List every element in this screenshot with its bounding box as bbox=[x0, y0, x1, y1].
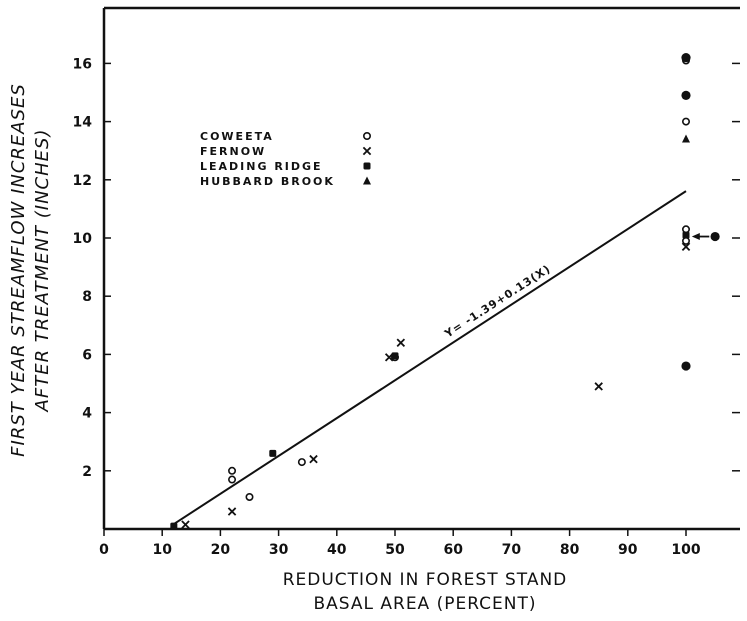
legend-label-3: HUBBARD BROOK bbox=[200, 175, 335, 188]
data-point-s1-p0-stroke-b bbox=[181, 520, 190, 529]
x-tick-label: 70 bbox=[502, 542, 522, 558]
data-point-s0-p7 bbox=[681, 225, 690, 234]
data-point-s1-p5 bbox=[594, 382, 603, 391]
y-axis-title-line1: FIRST YEAR STREAMFLOW INCREASES bbox=[8, 83, 29, 457]
x-tick-label: 20 bbox=[211, 542, 231, 558]
data-point-s0-p0 bbox=[228, 466, 237, 475]
x-tick-label: 90 bbox=[618, 542, 638, 558]
x-tick-label: 40 bbox=[327, 542, 347, 558]
data-point-s1-p1-stroke-b bbox=[227, 507, 237, 516]
y-tick-label: 8 bbox=[82, 289, 92, 305]
data-point-s0-p2 bbox=[245, 492, 254, 501]
data-point-s1-p4-stroke-b bbox=[396, 338, 406, 347]
y-tick-label: 2 bbox=[82, 464, 92, 480]
data-point-s2-p3 bbox=[682, 231, 690, 239]
regression-equation: Y= -1.39+0.13(X) bbox=[442, 262, 554, 341]
data-point-s1-p6 bbox=[681, 242, 691, 251]
data-point-s4-p0 bbox=[681, 52, 691, 63]
x-tick-label: 80 bbox=[560, 542, 580, 558]
legend-marker-1-stroke-b bbox=[362, 146, 372, 156]
y-tick-label: 6 bbox=[82, 347, 92, 363]
data-point-s4-p1 bbox=[681, 90, 691, 101]
y-tick-label: 4 bbox=[82, 406, 92, 422]
legend-label-0: COWEETA bbox=[200, 130, 274, 143]
legend: COWEETA FERNOW LEADING RIDGE HUBBARD BROOK bbox=[200, 130, 372, 188]
x-tick-label: 50 bbox=[385, 542, 405, 558]
data-point-s4-p2 bbox=[681, 361, 691, 371]
legend-marker-1 bbox=[362, 146, 372, 156]
legend-label-1: FERNOW bbox=[200, 145, 266, 158]
data-point-s2-p1 bbox=[269, 449, 277, 457]
data-point-s1-p4 bbox=[396, 338, 406, 347]
data-points bbox=[170, 52, 720, 530]
x-tick-label: 100 bbox=[671, 542, 700, 558]
data-point-s1-p2-stroke-b bbox=[309, 454, 318, 464]
x-tick-label: 60 bbox=[443, 542, 463, 558]
data-point-s4-p3 bbox=[710, 231, 720, 242]
legend-marker-2 bbox=[363, 162, 371, 170]
plot-frame bbox=[102, 6, 740, 531]
annotation-arrow-head-0 bbox=[691, 233, 700, 241]
y-axis-title-line2: AFTER TREATMENT (INCHES) bbox=[32, 129, 53, 413]
data-point-s1-p2 bbox=[309, 454, 318, 464]
data-point-s3-p0 bbox=[682, 134, 690, 143]
data-point-s0-p3 bbox=[297, 458, 306, 467]
data-point-s1-p6-stroke-b bbox=[681, 242, 691, 251]
data-point-s0-p1 bbox=[228, 475, 237, 484]
x-tick-label: 0 bbox=[99, 542, 109, 558]
x-tick-label: 30 bbox=[269, 542, 289, 558]
legend-label-2: LEADING RIDGE bbox=[200, 160, 323, 173]
legend-marker-3 bbox=[363, 176, 371, 185]
data-point-s1-p5-stroke-b bbox=[594, 382, 603, 391]
legend-marker-0 bbox=[362, 132, 371, 141]
data-point-s1-p1 bbox=[227, 507, 237, 516]
data-point-s0-p8 bbox=[681, 236, 690, 245]
data-point-s2-p2 bbox=[391, 352, 399, 360]
x-axis-ticks: 0 10 20 30 40 50 60 70 80 90 100 bbox=[99, 529, 701, 558]
y-axis-ticks: 2 4 6 8 10 12 14 16 bbox=[73, 56, 740, 480]
regression-line-group: Y= -1.39+0.13(X) bbox=[173, 190, 687, 525]
y-tick-label: 12 bbox=[73, 173, 92, 189]
data-point-s0-p6 bbox=[681, 117, 690, 126]
y-tick-label: 14 bbox=[73, 115, 93, 131]
x-axis-title-line2: BASAL AREA (PERCENT) bbox=[313, 594, 536, 614]
y-tick-label: 10 bbox=[73, 231, 93, 247]
regression-line bbox=[173, 190, 687, 525]
data-point-s2-p0 bbox=[170, 522, 178, 530]
data-point-s1-p0 bbox=[181, 520, 190, 529]
y-tick-label: 16 bbox=[73, 56, 92, 72]
x-axis-title-line1: REDUCTION IN FOREST STAND bbox=[283, 570, 568, 590]
x-tick-label: 10 bbox=[152, 542, 172, 558]
